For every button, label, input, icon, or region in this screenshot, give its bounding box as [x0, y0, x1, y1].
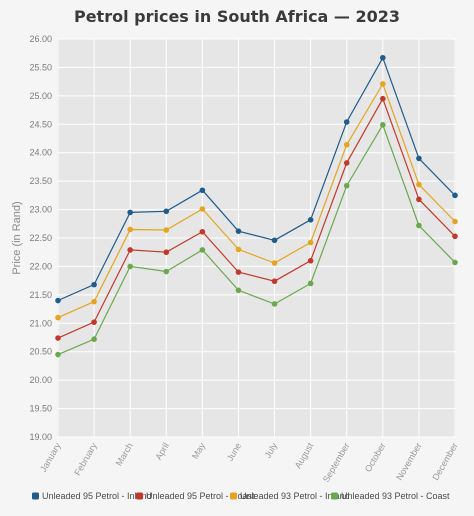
data-point	[307, 239, 314, 246]
series-1	[55, 54, 458, 304]
data-point	[163, 268, 170, 275]
data-point	[343, 182, 350, 189]
data-point	[271, 237, 278, 244]
data-point	[235, 269, 242, 275]
data-point	[199, 247, 206, 253]
data-point	[343, 141, 350, 148]
y-tick-label: 19.50	[29, 404, 52, 414]
data-point	[307, 280, 314, 287]
data-point	[343, 160, 350, 166]
legend-label: Unleaded 95 Petrol - Coast	[146, 491, 255, 501]
series-line	[57, 82, 456, 319]
data-point	[416, 196, 422, 203]
data-point	[271, 260, 278, 266]
y-tick-label: 20.50	[29, 347, 52, 357]
y-tick-label: 22.00	[29, 261, 52, 271]
data-point	[380, 54, 386, 61]
data-point	[380, 122, 386, 128]
data-point	[199, 206, 206, 212]
data-point	[163, 249, 170, 256]
series-lines	[55, 54, 458, 358]
x-axis-ticks: January February March April May June July Augu…	[38, 441, 460, 485]
x-tick-label: February	[72, 441, 99, 478]
data-point	[416, 181, 422, 188]
y-tick-label: 25.00	[29, 91, 52, 101]
data-point	[271, 278, 278, 285]
x-tick-label: March	[114, 441, 135, 468]
data-point	[452, 259, 458, 266]
x-tick-label: January	[38, 441, 63, 474]
x-tick-label: July	[263, 441, 280, 460]
data-point	[343, 119, 350, 125]
data-point	[199, 187, 206, 194]
data-point	[55, 351, 61, 358]
y-tick-label: 20.00	[29, 375, 52, 385]
data-point	[452, 233, 458, 240]
y-tick-label: 23.00	[29, 205, 52, 215]
data-point	[91, 336, 97, 343]
series-3	[55, 81, 458, 321]
legend-label: Unleaded 93 Petrol - Inland	[240, 491, 350, 501]
legend-label: Unleaded 95 Petrol - Inland	[42, 491, 152, 501]
data-point	[416, 222, 422, 229]
data-point	[127, 263, 133, 270]
y-tick-label: 21.50	[29, 290, 52, 300]
chart-title: Petrol prices in South Africa — 2023	[74, 7, 400, 26]
series-line	[57, 97, 456, 339]
y-axis-ticks: 19.00 19.50 20.00 20.50 21.00 21.50 22.00 22.50…	[29, 34, 52, 442]
data-point	[127, 209, 133, 216]
data-point	[307, 217, 314, 223]
x-tick-label: December	[430, 441, 459, 482]
data-point	[307, 257, 314, 264]
x-tick-label: June	[225, 441, 243, 463]
y-tick-label: 25.50	[29, 62, 52, 72]
data-point	[235, 287, 242, 294]
data-point	[235, 228, 242, 234]
data-point	[416, 155, 422, 162]
y-tick-label: 24.50	[29, 119, 52, 129]
data-point	[380, 95, 386, 102]
y-tick-label: 22.50	[29, 233, 52, 243]
y-tick-label: 23.50	[29, 176, 52, 186]
data-point	[55, 335, 61, 341]
data-point	[127, 247, 133, 253]
series-2	[55, 95, 458, 341]
y-tick-label: 26.00	[29, 34, 52, 44]
data-point	[91, 281, 97, 288]
data-point	[163, 208, 170, 215]
x-tick-label: May	[190, 441, 207, 461]
legend-label: Unleaded 93 Petrol - Coast	[341, 491, 450, 501]
data-point	[55, 314, 61, 321]
x-tick-label: October	[363, 441, 388, 474]
legend-swatch	[32, 492, 39, 500]
legend-swatch	[230, 492, 237, 500]
series-line	[57, 123, 456, 356]
data-point	[163, 227, 170, 233]
legend-swatch	[136, 492, 143, 500]
data-point	[91, 319, 97, 325]
y-tick-label: 19.00	[29, 432, 52, 442]
series-4	[55, 122, 458, 358]
y-tick-label: 21.00	[29, 318, 52, 328]
data-point	[55, 297, 61, 304]
data-point	[235, 246, 242, 253]
y-tick-label: 24.00	[29, 148, 52, 158]
y-axis-label: Price (in Rand)	[11, 201, 23, 274]
data-point	[452, 192, 458, 199]
data-point	[199, 228, 206, 235]
x-tick-label: April	[153, 441, 171, 462]
data-point	[271, 301, 278, 307]
data-point	[452, 218, 458, 225]
data-point	[380, 81, 386, 87]
data-point	[91, 298, 97, 305]
legend-swatch	[331, 492, 338, 500]
data-point	[127, 226, 133, 233]
x-tick-label: August	[293, 441, 316, 471]
series-line	[57, 56, 456, 302]
x-tick-label: November	[394, 441, 423, 482]
x-tick-label: September	[321, 441, 352, 484]
